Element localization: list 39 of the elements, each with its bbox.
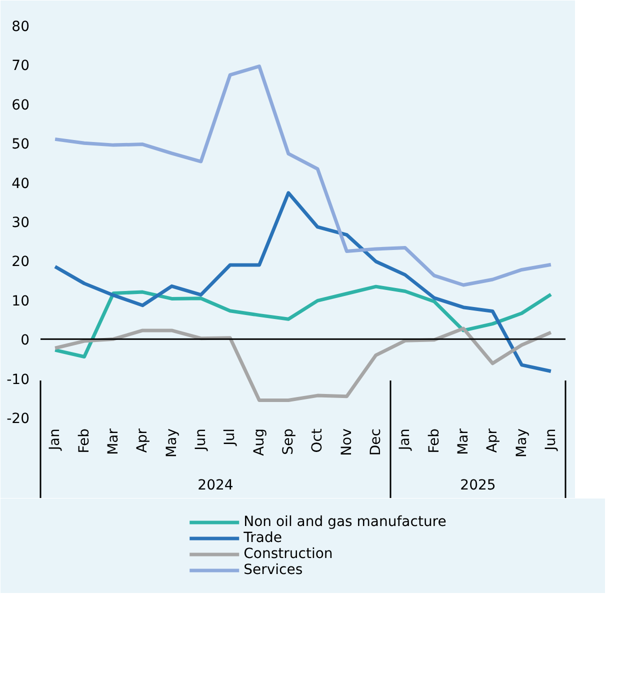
text: 2024 (198, 478, 234, 494)
line-series (53, 191, 553, 373)
legend-label: Non oil and gas manufacture (244, 514, 446, 530)
y-tick-label: -20 (6, 411, 30, 427)
legend-label: Services (244, 562, 303, 578)
x-tick-label: Mar (455, 428, 472, 455)
x-tick-label: Sep (280, 428, 296, 455)
y-tick-label: 50 (12, 136, 30, 153)
x-tick-label: May (164, 428, 180, 458)
y-tick-label: 10 (12, 293, 30, 310)
line-series (53, 326, 553, 402)
legend-label: Construction (244, 546, 333, 562)
x-tick-label: Feb (76, 428, 92, 454)
x-tick-label: Mar (105, 428, 122, 455)
y-tick-label: 20 (12, 254, 30, 270)
x-tick-label: Jan (397, 428, 414, 452)
x-tick-label: Aug (251, 428, 268, 456)
y-tick-label: 80 (12, 19, 30, 35)
y-tick-label: -10 (6, 372, 30, 388)
x-tick-label: Feb (426, 428, 442, 454)
x-tick-label: Dec (368, 428, 384, 456)
legend-label: Trade (244, 530, 282, 546)
x-tick-label: Jul (222, 428, 238, 446)
y-tick-label: 30 (12, 215, 30, 231)
x-tick-label: Jun (542, 428, 559, 452)
line-series (53, 64, 553, 287)
y-tick-label: 70 (12, 58, 30, 74)
x-tick-label: Nov (338, 428, 355, 456)
x-tick-label: Apr (134, 428, 151, 453)
line-series (53, 284, 553, 358)
y-tick-label: 60 (12, 97, 30, 114)
y-tick-label: 40 (12, 176, 30, 192)
x-tick-label: Jan (47, 428, 64, 452)
x-tick-label: Apr (484, 428, 501, 453)
x-tick-label: May (514, 428, 530, 458)
text: 2025 (460, 478, 496, 494)
y-tick-label: 0 (20, 332, 30, 349)
x-tick-label: Jun (192, 428, 209, 452)
x-tick-label: Oct (310, 428, 326, 453)
